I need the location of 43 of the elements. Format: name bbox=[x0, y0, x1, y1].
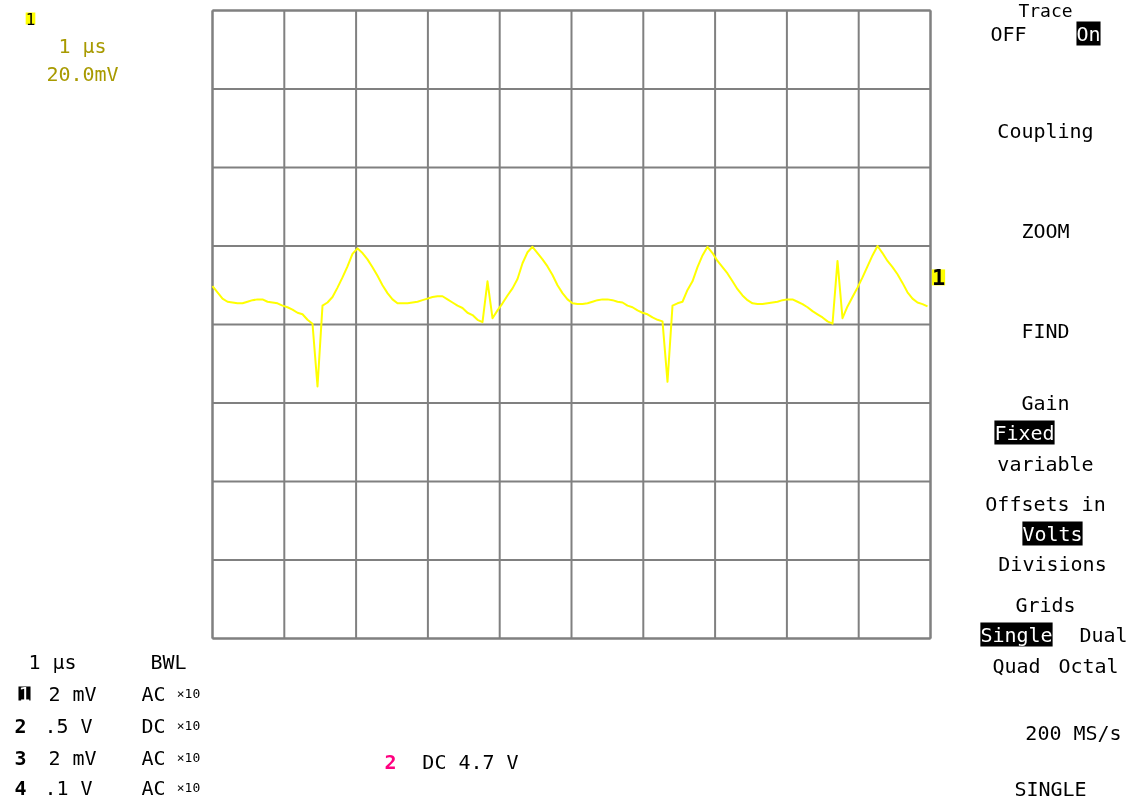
text: DC bbox=[141, 713, 166, 738]
text: On bbox=[1076, 21, 1101, 46]
text: Octal bbox=[1058, 653, 1119, 678]
text: variable bbox=[997, 451, 1094, 476]
text: Fixed bbox=[994, 420, 1055, 445]
text: 2 mV bbox=[48, 745, 97, 770]
text: AC bbox=[141, 745, 166, 770]
text: Volts bbox=[1022, 521, 1083, 546]
text: ZOOM bbox=[1021, 218, 1070, 243]
text: 1 bbox=[18, 681, 31, 706]
series-label: 1 bbox=[931, 265, 946, 291]
text: Dual bbox=[1079, 622, 1128, 647]
text: 2 mV bbox=[48, 681, 97, 706]
text: ×10 bbox=[176, 686, 201, 701]
text: SINGLE bbox=[1014, 776, 1087, 801]
text: Single bbox=[980, 622, 1053, 647]
text: 3 bbox=[14, 745, 27, 770]
text: OFF bbox=[990, 21, 1027, 46]
text: .1 V bbox=[44, 775, 93, 800]
text: .5 V bbox=[44, 713, 93, 738]
text: 2 bbox=[14, 713, 27, 738]
text: 4 bbox=[14, 775, 27, 800]
text: Grids bbox=[1015, 592, 1076, 617]
text: Offsets in bbox=[985, 491, 1106, 516]
text: ×10 bbox=[176, 750, 201, 765]
text: Divisions bbox=[998, 551, 1107, 576]
text: 1 bbox=[25, 9, 36, 29]
text: AC bbox=[141, 775, 166, 800]
text: 2 bbox=[384, 749, 397, 774]
text: FIND bbox=[1021, 318, 1070, 343]
text: ×10 bbox=[176, 718, 201, 733]
text: BWL bbox=[150, 649, 187, 674]
text: Quad bbox=[992, 653, 1041, 678]
text: Coupling bbox=[997, 118, 1094, 143]
text: DC 4.7 V bbox=[422, 749, 519, 774]
text: AC bbox=[141, 681, 166, 706]
text: 1 µs bbox=[28, 649, 77, 674]
text: 20.0mV bbox=[46, 61, 119, 86]
text: ×10 bbox=[176, 780, 201, 795]
text: 200 MS/s bbox=[1025, 720, 1122, 745]
text: Trace bbox=[1018, 0, 1073, 21]
text: 1 µs bbox=[58, 33, 107, 58]
text: Gain bbox=[1021, 390, 1070, 415]
